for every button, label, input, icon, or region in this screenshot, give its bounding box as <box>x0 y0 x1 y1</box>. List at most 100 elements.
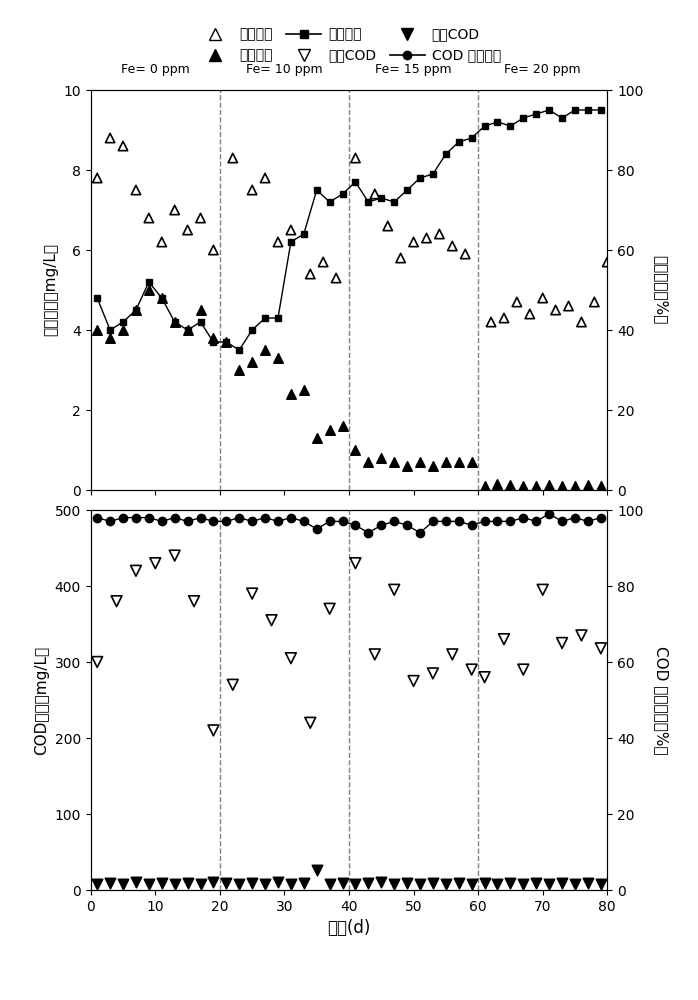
Point <box>105 330 116 346</box>
Point <box>350 555 361 571</box>
Point <box>505 875 516 891</box>
Text: Fe= 20 ppm: Fe= 20 ppm <box>505 63 581 76</box>
Y-axis label: 总磷浓度（mg/L）: 总磷浓度（mg/L） <box>43 243 58 336</box>
Point <box>544 477 555 493</box>
Point <box>234 362 245 378</box>
Point <box>143 210 154 226</box>
Point <box>479 478 490 494</box>
Point <box>195 302 206 318</box>
Point <box>111 593 122 609</box>
Point <box>415 454 426 470</box>
Point <box>311 430 322 446</box>
Point <box>576 314 587 330</box>
Point <box>195 876 206 892</box>
Point <box>188 593 200 609</box>
Point <box>427 458 438 474</box>
Point <box>195 210 206 226</box>
Point <box>221 334 232 350</box>
Point <box>169 202 180 218</box>
Point <box>401 875 413 891</box>
Point <box>208 722 219 738</box>
Point <box>389 454 400 470</box>
Point <box>530 478 542 494</box>
Point <box>298 382 309 398</box>
Point <box>208 242 219 258</box>
Point <box>389 582 400 598</box>
Point <box>91 322 103 338</box>
Point <box>492 476 503 492</box>
Point <box>117 876 128 892</box>
Point <box>524 306 535 322</box>
Point <box>156 234 168 250</box>
Point <box>324 422 335 438</box>
Point <box>182 875 193 891</box>
Point <box>272 234 283 250</box>
Point <box>221 875 232 891</box>
Point <box>91 654 103 670</box>
Point <box>427 875 438 891</box>
Point <box>505 477 516 493</box>
Text: Fe= 15 ppm: Fe= 15 ppm <box>376 63 452 76</box>
Point <box>595 478 607 494</box>
Point <box>460 246 471 262</box>
Point <box>518 662 529 678</box>
Point <box>228 677 239 693</box>
Point <box>582 477 593 493</box>
Point <box>363 454 374 470</box>
Point <box>498 310 510 326</box>
Point <box>466 454 477 470</box>
Point <box>117 138 128 154</box>
Point <box>369 646 380 662</box>
Point <box>556 635 567 651</box>
Point <box>376 874 387 890</box>
Point <box>479 875 490 891</box>
Point <box>298 875 309 891</box>
Point <box>556 478 567 494</box>
Point <box>117 322 128 338</box>
Point <box>537 290 548 306</box>
Point <box>304 266 315 282</box>
Point <box>369 186 380 202</box>
Point <box>131 182 142 198</box>
Point <box>595 876 607 892</box>
Point <box>511 294 522 310</box>
Point <box>518 876 529 892</box>
Point <box>570 876 581 892</box>
Point <box>466 876 477 892</box>
Point <box>304 715 315 731</box>
Point <box>350 442 361 458</box>
Point <box>169 548 180 564</box>
Point <box>131 874 142 890</box>
Point <box>383 218 394 234</box>
Point <box>324 876 335 892</box>
Point <box>266 612 277 628</box>
Point <box>105 130 116 146</box>
Point <box>498 631 510 647</box>
Point <box>363 875 374 891</box>
Point <box>434 226 445 242</box>
Point <box>131 563 142 579</box>
Point <box>246 586 258 602</box>
Point <box>440 454 452 470</box>
Point <box>208 874 219 890</box>
Point <box>182 222 193 238</box>
Point <box>466 662 477 678</box>
Point <box>318 254 329 270</box>
Point <box>453 875 464 891</box>
Point <box>272 874 283 890</box>
Point <box>285 650 297 666</box>
Point <box>602 254 613 270</box>
Point <box>453 454 464 470</box>
Point <box>395 250 406 266</box>
Point <box>389 876 400 892</box>
Text: Fe= 0 ppm: Fe= 0 ppm <box>121 63 190 76</box>
Point <box>479 669 490 685</box>
Point <box>324 601 335 617</box>
Point <box>246 875 258 891</box>
Point <box>595 640 607 656</box>
Point <box>337 875 348 891</box>
Point <box>427 665 438 681</box>
Point <box>143 282 154 298</box>
Point <box>576 627 587 643</box>
Point <box>447 646 458 662</box>
